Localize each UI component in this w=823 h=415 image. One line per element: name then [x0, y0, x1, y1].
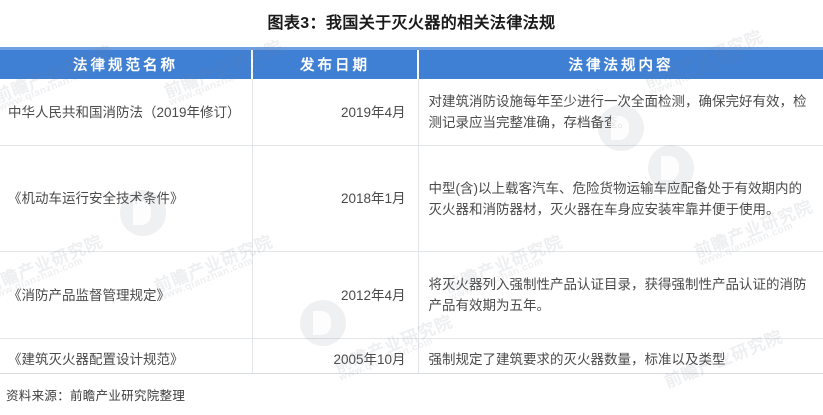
- footer-divider: [0, 373, 823, 374]
- cell-regulation-name: 《建筑灭火器配置设计规范》: [0, 338, 253, 373]
- legal-regulations-table-container: 法律规范名称 发布日期 法律法规内容 中华人民共和国消防法（2019年修订） 2…: [0, 47, 823, 373]
- table-row: 中华人民共和国消防法（2019年修订） 2019年4月 对建筑消防设施每年至少进…: [0, 79, 823, 146]
- cell-regulation-name: 《机动车运行安全技术条件》: [0, 145, 253, 252]
- cell-regulation-content: 中型(含)以上载客汽车、危险货物运输车应配备处于有效期内的灭火器和消防器材，灭火…: [418, 145, 823, 252]
- column-header-date: 发布日期: [252, 47, 419, 79]
- cell-regulation-content: 将灭火器列入强制性产品认证目录，获得强制性产品认证的消防产品有效期为五年。: [418, 251, 823, 339]
- legal-regulations-table: 法律规范名称 发布日期 法律法规内容 中华人民共和国消防法（2019年修订） 2…: [0, 47, 823, 373]
- source-note: 资料来源：前瞻产业研究院整理: [6, 389, 186, 403]
- cell-publish-date: 2005年10月: [252, 338, 419, 373]
- page-title: 图表3：我国关于灭火器的相关法律法规: [267, 15, 556, 32]
- cell-publish-date: 2012年4月: [252, 251, 419, 339]
- table-header: 法律规范名称 发布日期 法律法规内容: [0, 47, 823, 79]
- table-row: 《消防产品监督管理规定》 2012年4月 将灭火器列入强制性产品认证目录，获得强…: [0, 251, 823, 339]
- table-row: 《机动车运行安全技术条件》 2018年1月 中型(含)以上载客汽车、危险货物运输…: [0, 145, 823, 252]
- cell-regulation-content: 强制规定了建筑要求的灭火器数量，标准以及类型: [418, 338, 823, 373]
- cell-regulation-name: 中华人民共和国消防法（2019年修订）: [0, 79, 253, 146]
- column-header-content: 法律法规内容: [418, 47, 823, 79]
- cell-publish-date: 2018年1月: [252, 145, 419, 252]
- cell-regulation-name: 《消防产品监督管理规定》: [0, 251, 253, 339]
- cell-publish-date: 2019年4月: [252, 79, 419, 146]
- table-body: 中华人民共和国消防法（2019年修订） 2019年4月 对建筑消防设施每年至少进…: [0, 79, 823, 373]
- cell-regulation-content: 对建筑消防设施每年至少进行一次全面检测，确保完好有效，检测记录应当完整准确，存档…: [418, 79, 823, 146]
- table-header-row: 法律规范名称 发布日期 法律法规内容: [0, 47, 823, 79]
- column-header-name: 法律规范名称: [0, 47, 253, 79]
- table-row: 《建筑灭火器配置设计规范》 2005年10月 强制规定了建筑要求的灭火器数量，标…: [0, 338, 823, 373]
